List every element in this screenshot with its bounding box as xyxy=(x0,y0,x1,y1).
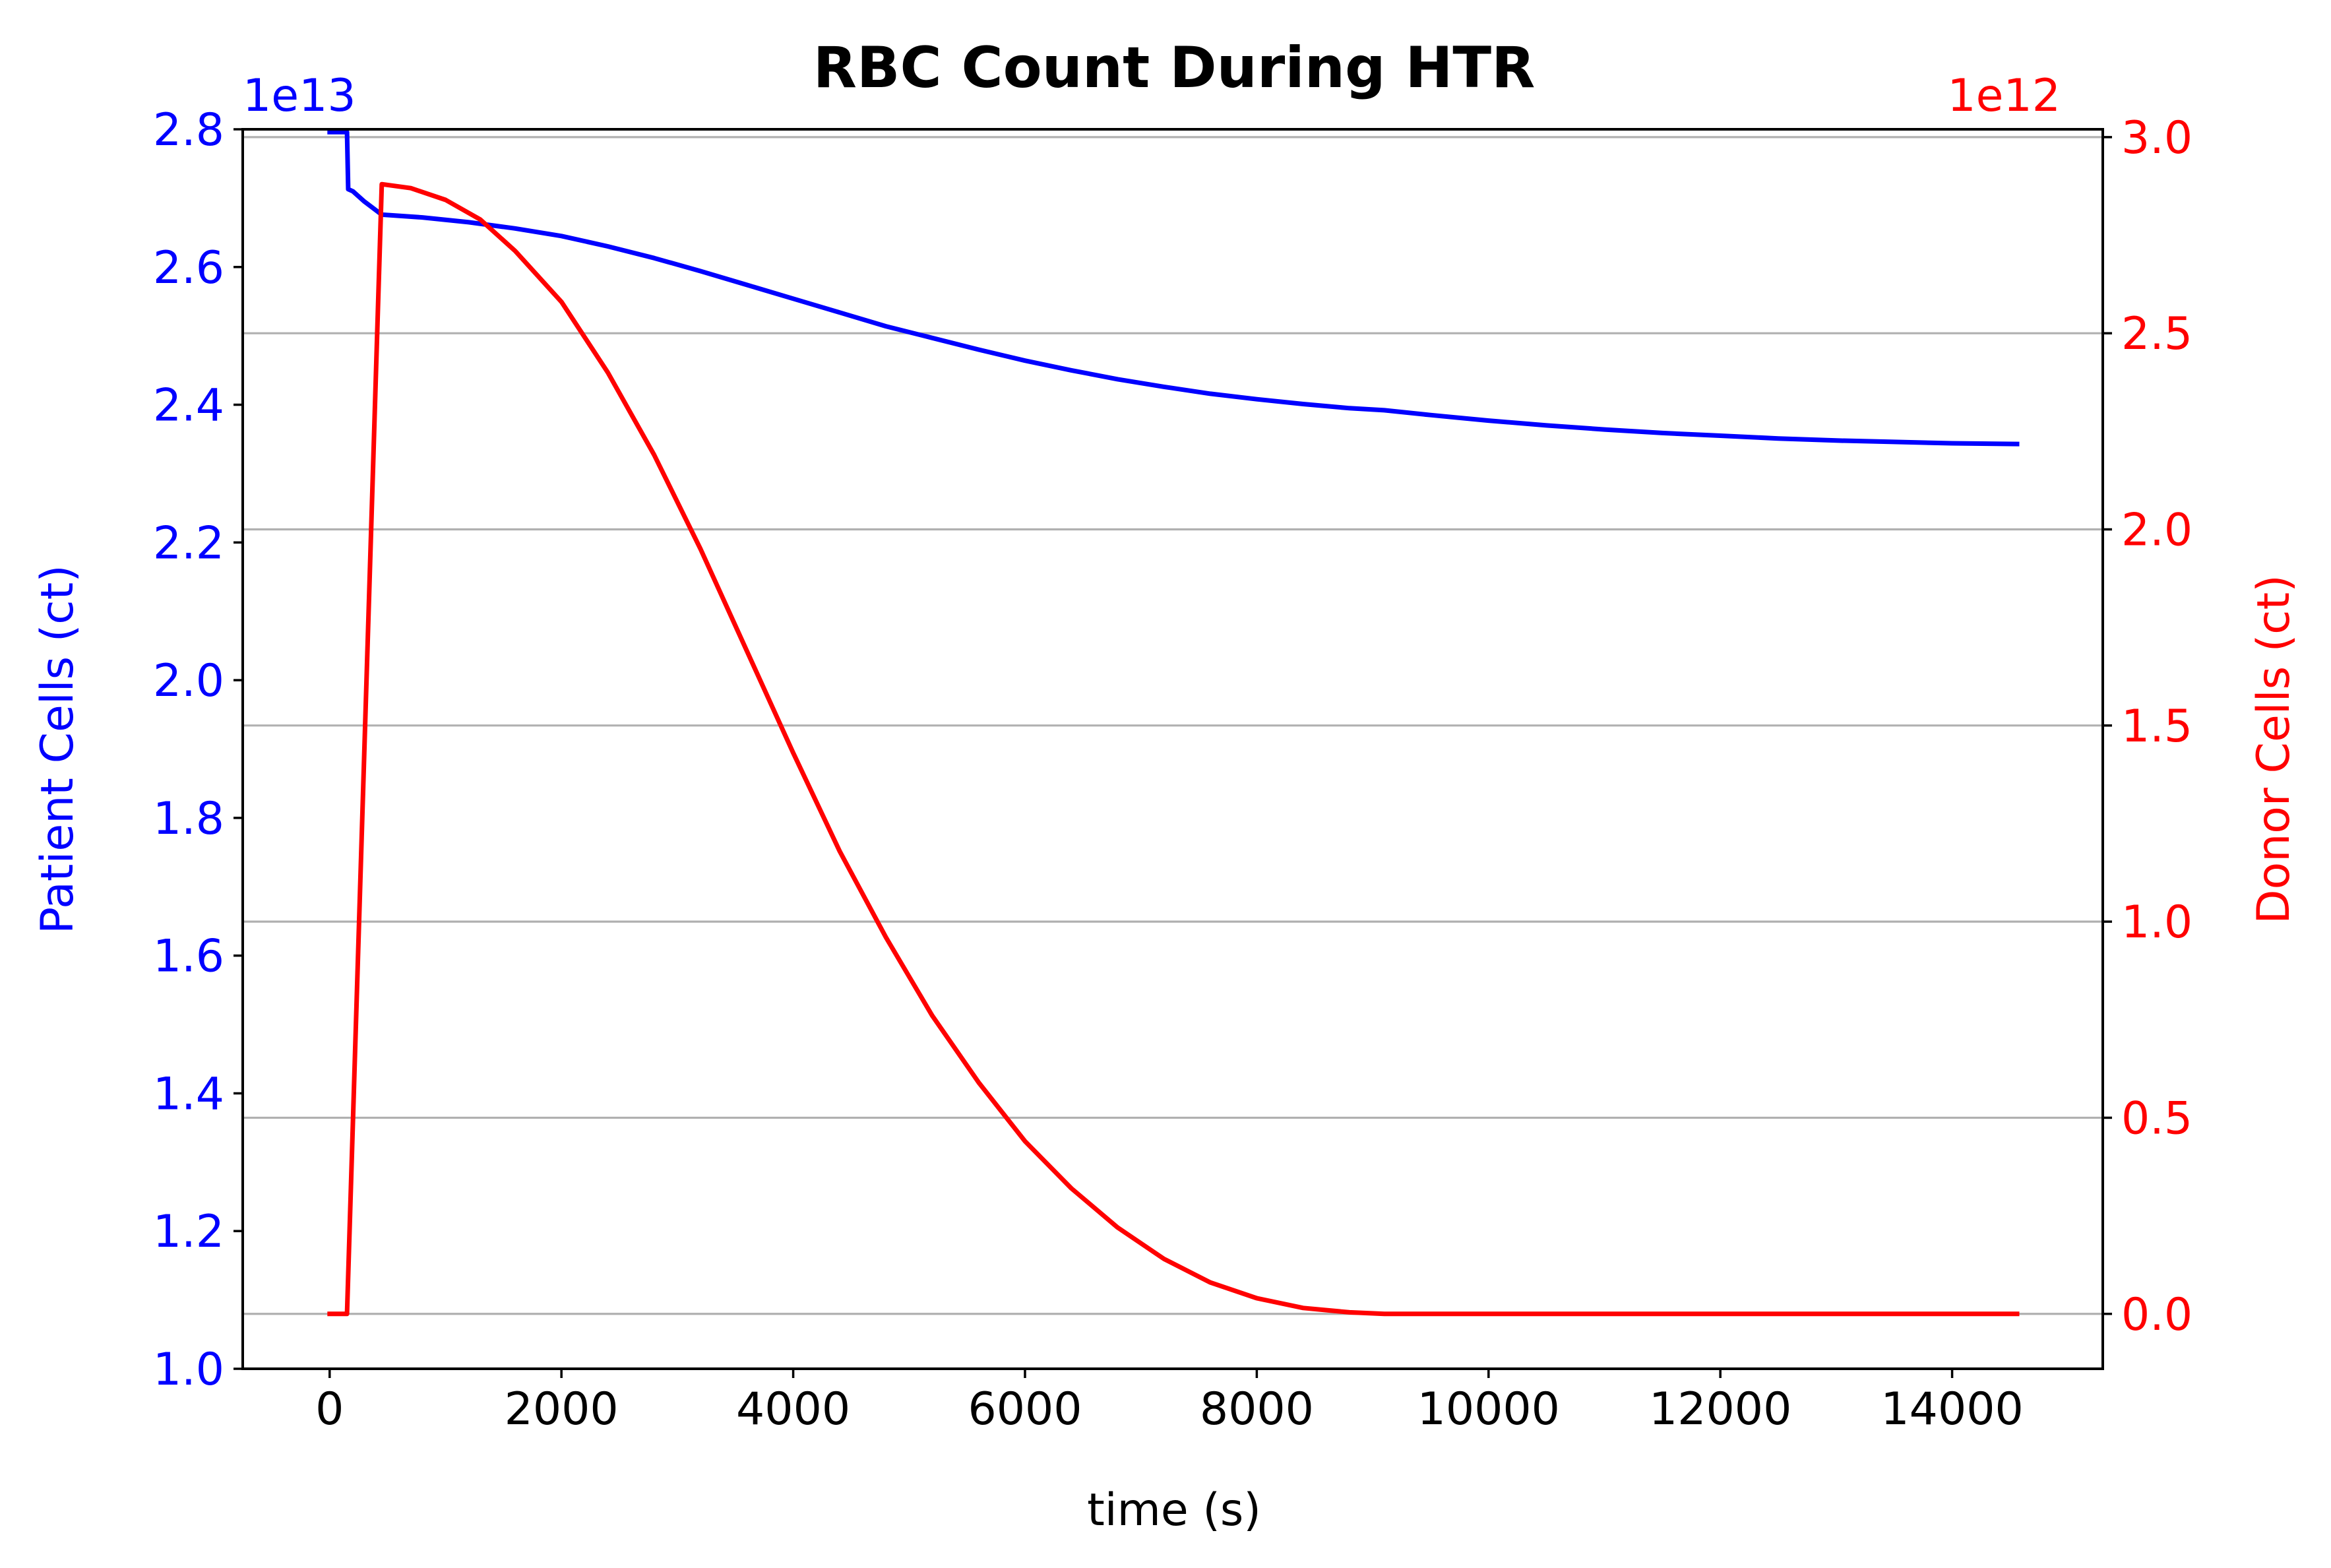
x-tick-label: 8000 xyxy=(1200,1383,1314,1435)
left-y-tick-label: 1.2 xyxy=(153,1206,224,1258)
grid-lines xyxy=(243,136,2103,1315)
x-tick-label: 14000 xyxy=(1880,1383,2023,1435)
plot-frame xyxy=(241,128,2104,1370)
x-tick-label: 0 xyxy=(315,1383,344,1435)
left-y-axis-ticks: 1.0 1.2 1.4 1.6 1.8 2.0 2.2 2.4 2.6 2.8 xyxy=(153,104,243,1396)
right-y-tick-label: 2.5 xyxy=(2121,308,2192,360)
chart-title: RBC Count During HTR xyxy=(813,35,1536,101)
donor-cells-line xyxy=(327,181,2020,1317)
left-y-tick-label: 2.8 xyxy=(153,104,224,156)
left-y-tick-label: 1.8 xyxy=(153,793,224,845)
right-y-axis-ticks: 0.0 0.5 1.0 1.5 2.0 2.5 3.0 xyxy=(2103,112,2192,1341)
x-tick-label: 2000 xyxy=(505,1383,619,1435)
left-y-tick-label: 2.2 xyxy=(153,517,224,569)
x-tick-label: 4000 xyxy=(736,1383,850,1435)
left-y-tick-label: 1.0 xyxy=(153,1344,224,1396)
right-y-tick-label: 3.0 xyxy=(2121,112,2192,164)
right-y-tick-label: 1.5 xyxy=(2121,701,2192,753)
left-y-axis-label: Patient Cells (ct) xyxy=(32,565,84,934)
left-y-tick-label: 2.4 xyxy=(153,380,224,432)
x-tick-label: 6000 xyxy=(968,1383,1082,1435)
x-tick-label: 12000 xyxy=(1649,1383,1791,1435)
left-y-tick-label: 2.0 xyxy=(153,655,224,707)
right-y-axis-label: Donor Cells (ct) xyxy=(2248,575,2300,924)
left-offset-text: 1e13 xyxy=(243,70,356,122)
patient-cells-line xyxy=(327,129,2020,447)
right-offset-text: 1e12 xyxy=(1947,70,2061,122)
left-y-tick-label: 1.6 xyxy=(153,931,224,983)
right-y-tick-label: 1.0 xyxy=(2121,896,2192,949)
right-y-tick-label: 0.5 xyxy=(2121,1092,2192,1145)
left-y-tick-label: 2.6 xyxy=(153,242,224,294)
left-y-tick-label: 1.4 xyxy=(153,1068,224,1120)
x-axis-ticks: 0 2000 4000 6000 8000 10000 12000 14000 xyxy=(315,1369,2024,1435)
x-tick-label: 10000 xyxy=(1417,1383,1560,1435)
x-axis-label: time (s) xyxy=(1087,1484,1261,1536)
right-y-tick-label: 2.0 xyxy=(2121,505,2192,557)
right-y-tick-label: 0.0 xyxy=(2121,1289,2192,1341)
plot-series xyxy=(327,129,2020,1317)
